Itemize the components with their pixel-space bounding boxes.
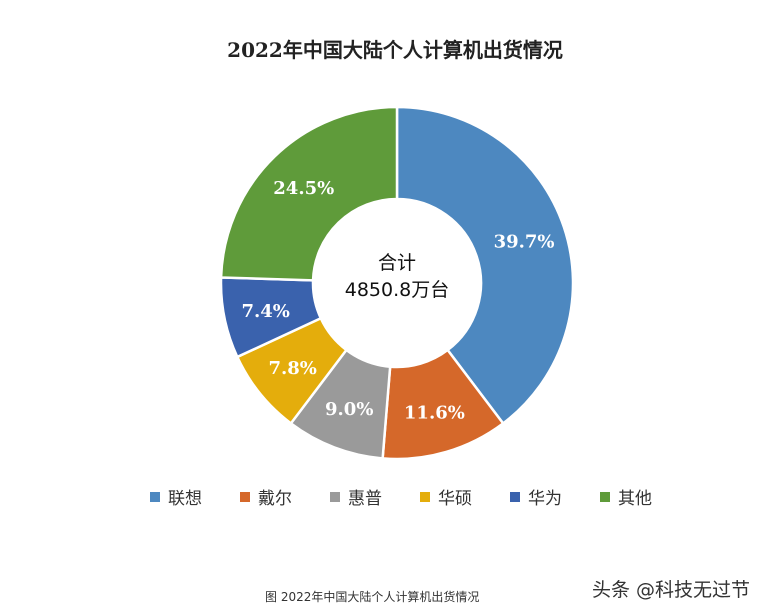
legend-label: 华硕: [438, 489, 472, 509]
data-label: 9.0%: [325, 399, 373, 420]
legend: 联想 戴尔 惠普 华硕 华为 其他: [150, 484, 690, 509]
chart-title: 2022年中国大陆个人计算机出货情况: [227, 38, 563, 62]
center-label-title: 合计: [378, 252, 416, 274]
data-label: 11.6%: [404, 403, 465, 424]
legend-item: 惠普: [330, 484, 382, 509]
legend-swatch: [510, 491, 520, 502]
legend-swatch: [240, 491, 250, 502]
legend-swatch: [600, 491, 610, 502]
center-label-total: 4850.8万台: [345, 279, 449, 301]
slice-联想: [395, 105, 575, 426]
data-label: 7.4%: [241, 301, 289, 322]
legend-label: 惠普: [348, 489, 382, 509]
legend-item: 联想: [150, 484, 202, 509]
figure-caption: 图 2022年中国大陆个人计算机出货情况: [265, 590, 480, 604]
legend-swatch: [420, 491, 430, 502]
data-label: 7.8%: [268, 358, 316, 379]
legend-item: 华为: [510, 484, 562, 509]
legend-label: 其他: [618, 489, 652, 509]
data-label: 39.7%: [494, 231, 555, 252]
slice-其他: [219, 105, 399, 282]
legend-label: 戴尔: [258, 489, 292, 509]
legend-item: 华硕: [420, 484, 472, 509]
legend-label: 联想: [168, 489, 202, 509]
watermark: 头条 @科技无过节: [592, 579, 751, 601]
legend-item: 其他: [600, 484, 652, 509]
data-label: 24.5%: [273, 178, 334, 199]
legend-swatch: [330, 491, 340, 502]
legend-swatch: [150, 491, 160, 502]
legend-item: 戴尔: [240, 484, 292, 509]
legend-label: 华为: [528, 489, 562, 509]
